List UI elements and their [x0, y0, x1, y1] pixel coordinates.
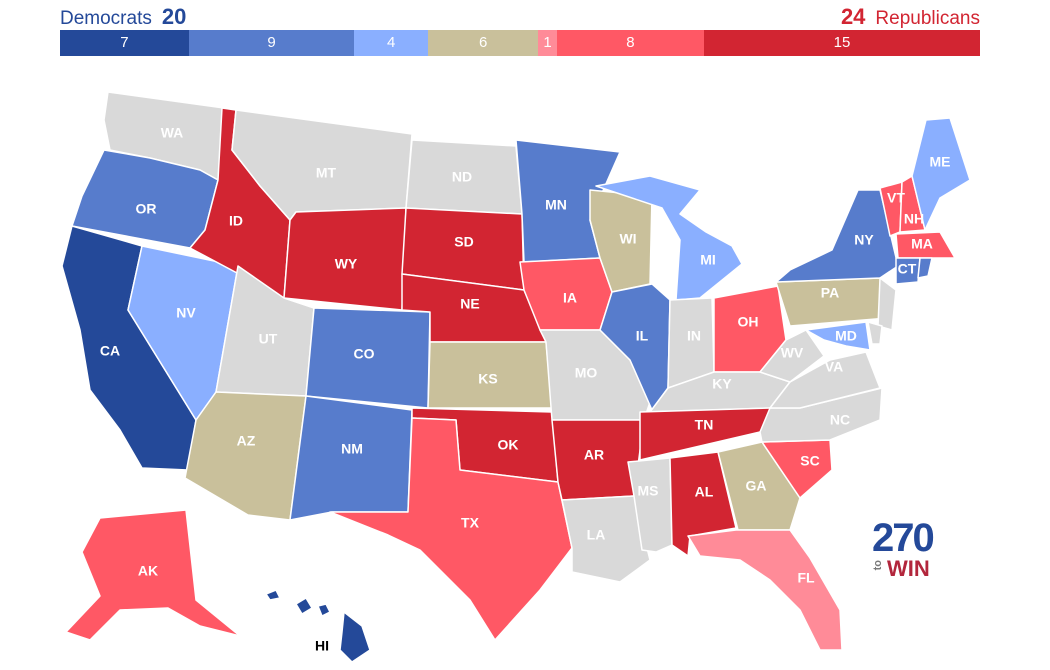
state-ak[interactable]: [65, 509, 241, 641]
state-az[interactable]: [184, 391, 307, 521]
state-label-hi: HI: [315, 638, 329, 654]
republicans-label: Republicans: [875, 8, 980, 29]
party-totals-header: Democrats 20 24 Republicans: [60, 4, 980, 30]
state-label-nh: NH: [904, 211, 924, 227]
state-label-mi: MI: [700, 252, 716, 268]
state-label-ok: OK: [498, 437, 519, 453]
state-label-wv: WV: [781, 345, 804, 361]
state-label-nc: NC: [830, 412, 850, 428]
logo-number: 270: [872, 516, 935, 560]
state-label-md: MD: [835, 328, 857, 344]
state-label-me: ME: [930, 154, 951, 170]
state-label-wi: WI: [619, 231, 636, 247]
state-wv[interactable]: [759, 329, 825, 383]
state-label-fl: FL: [797, 570, 815, 586]
rating-segment: 8: [556, 30, 704, 56]
state-label-or: OR: [136, 201, 157, 217]
270towin-logo[interactable]: 270 to WIN: [872, 518, 946, 582]
state-label-oh: OH: [738, 314, 759, 330]
democrats-count: 20: [161, 4, 187, 29]
state-label-sd: SD: [454, 234, 473, 250]
republicans-count: 24: [840, 4, 866, 29]
state-me[interactable]: [911, 117, 971, 231]
state-label-il: IL: [636, 328, 649, 344]
state-wy[interactable]: [283, 207, 407, 311]
democrats-label: Democrats: [60, 8, 152, 29]
state-ct[interactable]: [895, 257, 921, 285]
rating-segment: 4: [354, 30, 428, 56]
rating-segment: 15: [703, 30, 980, 56]
state-label-al: AL: [695, 484, 714, 500]
republicans-total: 24 Republicans: [841, 4, 980, 32]
seat-rating-bar: 7 9 4 6 1 8 15: [60, 30, 980, 56]
state-md[interactable]: [805, 321, 871, 351]
state-label-ca: CA: [100, 343, 120, 359]
state-label-wy: WY: [335, 256, 358, 272]
state-de[interactable]: [867, 321, 883, 345]
state-label-ny: NY: [854, 232, 874, 248]
state-label-ia: IA: [563, 290, 577, 306]
state-hi[interactable]: [265, 589, 371, 663]
state-label-nm: NM: [341, 441, 363, 457]
rating-segment: 1: [538, 30, 557, 56]
state-nm[interactable]: [289, 395, 413, 521]
logo-to: to: [872, 560, 884, 571]
state-label-wa: WA: [161, 125, 184, 141]
state-ga[interactable]: [717, 441, 801, 531]
state-label-in: IN: [687, 328, 701, 344]
state-ny[interactable]: [775, 189, 899, 283]
state-va[interactable]: [769, 351, 881, 409]
state-label-ne: NE: [460, 296, 479, 312]
rating-segment: 6: [427, 30, 539, 56]
state-label-co: CO: [354, 346, 375, 362]
state-label-ga: GA: [746, 478, 767, 494]
logo-win: WIN: [887, 556, 930, 581]
state-ri[interactable]: [917, 257, 933, 279]
state-label-va: VA: [825, 359, 843, 375]
state-label-tx: TX: [461, 515, 480, 531]
state-label-mn: MN: [545, 197, 567, 213]
state-label-id: ID: [229, 213, 243, 229]
rating-segment: 9: [188, 30, 355, 56]
state-mi[interactable]: [595, 175, 743, 301]
state-label-sc: SC: [800, 453, 819, 469]
state-label-ky: KY: [712, 376, 732, 392]
state-tx[interactable]: [329, 417, 573, 641]
state-label-az: AZ: [237, 433, 256, 449]
state-label-pa: PA: [821, 285, 839, 301]
rating-segment: 7: [60, 30, 189, 56]
state-label-ut: UT: [259, 331, 278, 347]
democrats-total: Democrats 20: [60, 4, 186, 32]
state-label-ms: MS: [638, 483, 659, 499]
state-label-ar: AR: [584, 447, 604, 463]
state-label-mo: MO: [575, 365, 598, 381]
state-label-nv: NV: [176, 305, 196, 321]
state-label-mt: MT: [316, 165, 337, 181]
state-label-la: LA: [587, 527, 606, 543]
state-label-nd: ND: [452, 169, 472, 185]
state-label-ma: MA: [911, 236, 933, 252]
state-label-ks: KS: [478, 371, 497, 387]
state-nj[interactable]: [877, 277, 897, 331]
state-label-vt: VT: [887, 190, 905, 206]
state-fl[interactable]: [687, 529, 843, 651]
state-label-tn: TN: [695, 417, 714, 433]
state-label-ct: CT: [898, 261, 917, 277]
state-label-ak: AK: [138, 563, 158, 579]
state-ma[interactable]: [895, 231, 956, 259]
